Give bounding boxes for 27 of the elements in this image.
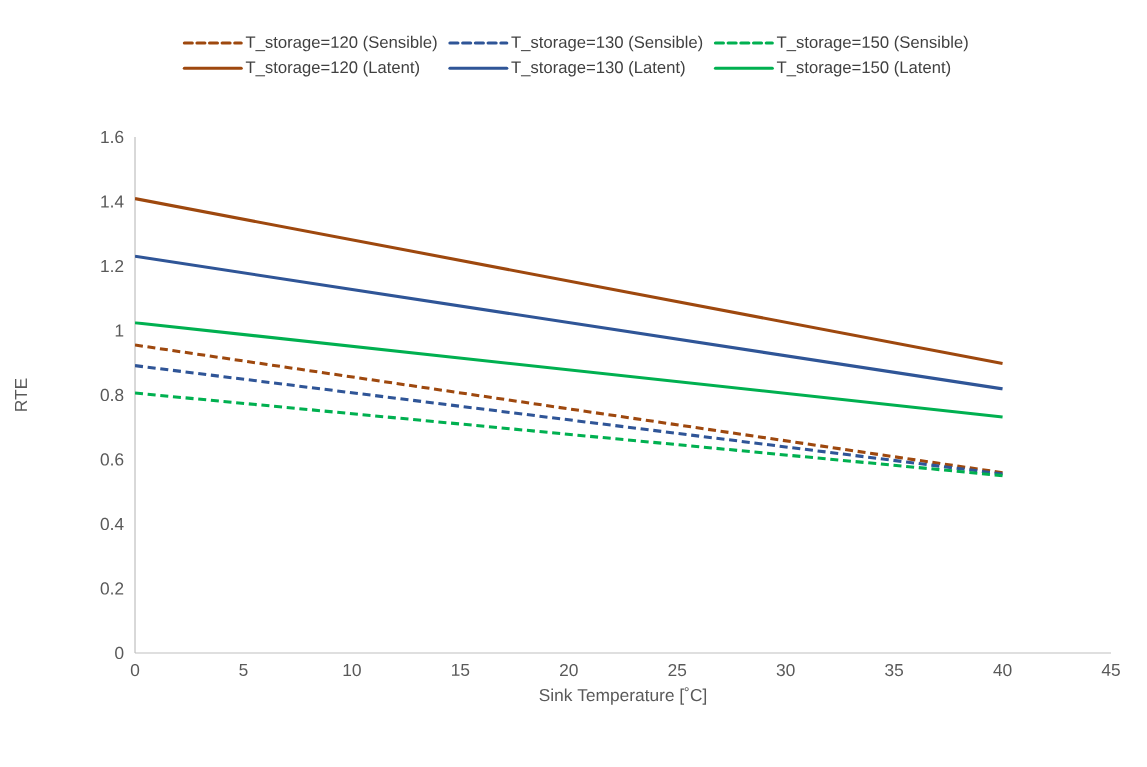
x-tick-label: 10 bbox=[343, 663, 361, 677]
x-tick-label: 45 bbox=[1101, 663, 1120, 677]
x-tick-label: 5 bbox=[239, 663, 248, 677]
legend-label: T_storage=130 (Sensible) bbox=[511, 35, 703, 52]
legend-label: T_storage=120 (Sensible) bbox=[245, 35, 437, 52]
y-tick-label: 0.8 bbox=[100, 388, 124, 402]
y-tick-label: 1.4 bbox=[101, 195, 124, 208]
x-tick-label: 25 bbox=[668, 663, 687, 677]
y-axis-title: RTE bbox=[15, 378, 27, 411]
y-tick-label: 1.2 bbox=[101, 259, 124, 273]
x-tick-label: 30 bbox=[776, 663, 795, 677]
legend-label: T_storage=120 (Latent) bbox=[245, 60, 420, 77]
legend-label: T_storage=150 (Latent) bbox=[776, 60, 951, 77]
y-tick-label: 1 bbox=[115, 324, 124, 337]
y-tick-label: 0.4 bbox=[100, 517, 124, 531]
x-tick-label: 20 bbox=[560, 663, 578, 677]
x-tick-label: 0 bbox=[130, 663, 140, 677]
x-tick-label: 40 bbox=[993, 663, 1012, 677]
y-tick-label: 0.2 bbox=[100, 582, 124, 595]
legend-label: T_storage=130 (Latent) bbox=[511, 60, 685, 77]
y-tick-label: 0 bbox=[115, 646, 124, 660]
y-tick-label: 1.6 bbox=[101, 130, 124, 144]
legend-label: T_storage=150 (Sensible) bbox=[776, 35, 968, 52]
x-tick-label: 35 bbox=[885, 663, 904, 677]
x-tick-label: 15 bbox=[452, 663, 470, 677]
y-tick-label: 0.6 bbox=[100, 453, 124, 466]
x-axis-title: Sink Temperature [˚C] bbox=[539, 687, 707, 705]
